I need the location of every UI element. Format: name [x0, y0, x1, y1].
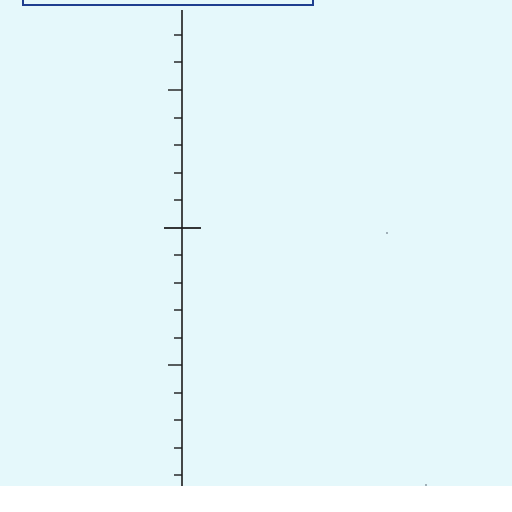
log-sheet: BRAZOS 550 A/6C 0/ No.3/6 D&X — [0, 0, 512, 486]
depth-track — [164, 10, 201, 486]
scan-speck — [425, 484, 427, 486]
scan-speck — [386, 232, 388, 234]
well-header-box: BRAZOS 550 A/6C 0/ No.3/6 D&X — [22, 0, 314, 6]
